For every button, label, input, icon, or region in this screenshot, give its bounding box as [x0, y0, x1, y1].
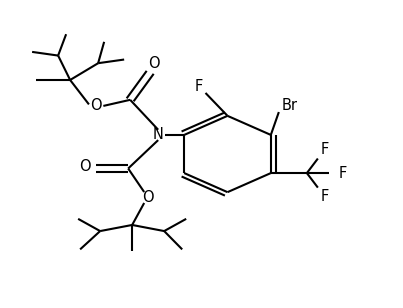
Text: F: F	[339, 166, 347, 180]
Text: O: O	[79, 159, 91, 173]
Text: F: F	[321, 189, 329, 205]
Text: Br: Br	[282, 98, 298, 113]
Text: F: F	[321, 142, 329, 157]
Text: N: N	[153, 128, 164, 142]
Text: O: O	[142, 190, 154, 205]
Text: O: O	[148, 56, 160, 71]
Text: O: O	[90, 99, 102, 113]
Text: F: F	[194, 79, 202, 94]
